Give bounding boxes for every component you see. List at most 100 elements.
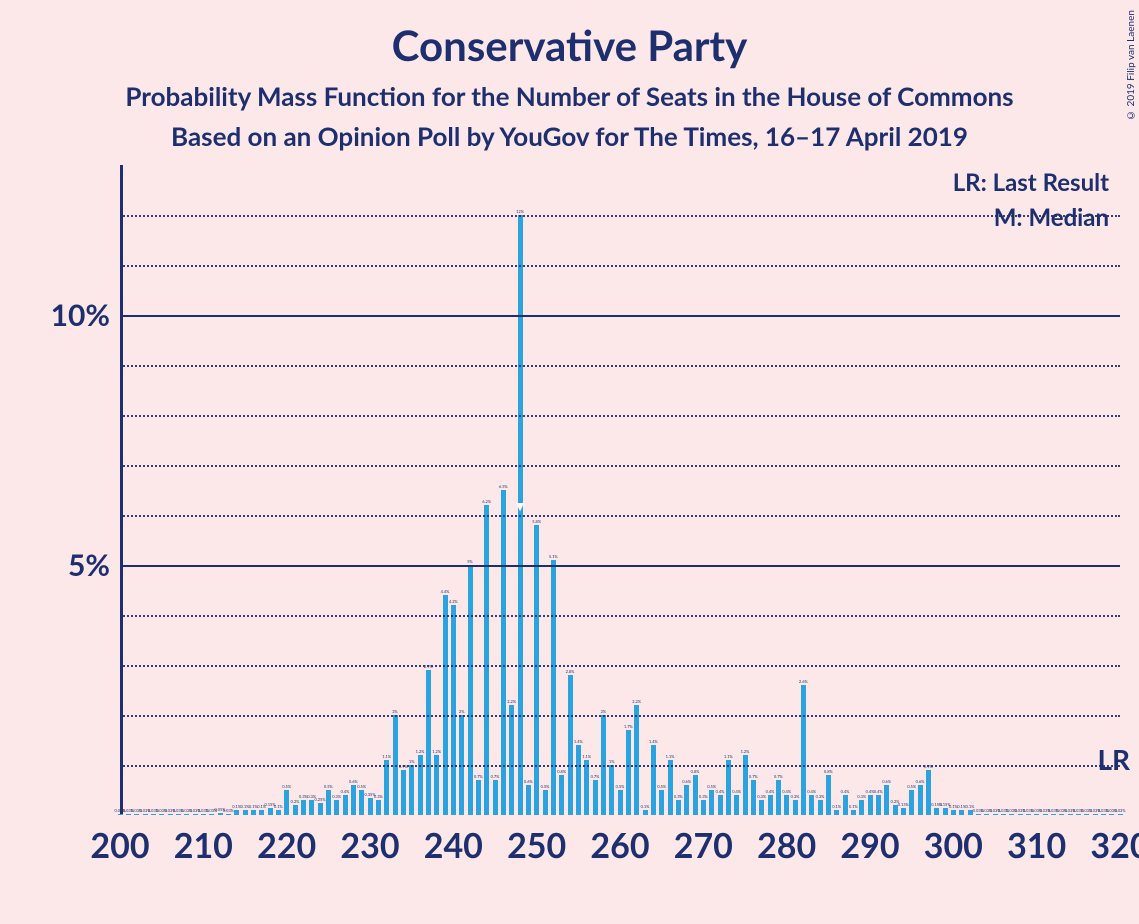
bar-value-label: 0.15% xyxy=(898,802,909,807)
last-result-marker: LR xyxy=(1097,742,1130,776)
bar-value-label: 0.25% xyxy=(314,797,325,802)
bar xyxy=(201,814,206,815)
bar-value-label: 5% xyxy=(467,559,473,564)
bar xyxy=(984,814,989,815)
bar xyxy=(784,795,789,815)
bar xyxy=(668,760,673,815)
bar xyxy=(743,755,748,815)
bar xyxy=(326,790,331,815)
bar-value-label: 0.1% xyxy=(641,804,650,809)
bar xyxy=(1001,814,1006,815)
bar xyxy=(1034,814,1039,815)
bar xyxy=(276,810,281,815)
bar xyxy=(776,780,781,815)
bar xyxy=(918,785,923,815)
bar xyxy=(651,745,656,815)
bar xyxy=(1051,814,1056,815)
bar-value-label: 0.5% xyxy=(357,784,366,789)
bar xyxy=(1018,814,1023,815)
bar xyxy=(684,785,689,815)
bar xyxy=(876,795,881,815)
bar xyxy=(809,795,814,815)
bar xyxy=(468,565,473,815)
gridline-minor xyxy=(120,365,1120,367)
bar xyxy=(609,765,614,815)
chart-subtitle-2: Based on an Opinion Poll by YouGov for T… xyxy=(0,120,1139,152)
bar xyxy=(293,805,298,815)
bar xyxy=(1101,814,1106,815)
bar-value-label: 1.4% xyxy=(574,739,583,744)
bar xyxy=(534,525,539,815)
bar xyxy=(318,803,323,816)
bar-value-label: 1.1% xyxy=(382,754,391,759)
copyright-text: © 2019 Filip van Laenen xyxy=(1125,10,1137,121)
gridline-minor xyxy=(120,715,1120,717)
bar xyxy=(701,800,706,815)
bar xyxy=(709,790,714,815)
bar xyxy=(1026,814,1031,815)
bar xyxy=(901,808,906,816)
y-axis-label: 5% xyxy=(68,547,110,583)
bar xyxy=(751,780,756,815)
bar-value-label: 2.8% xyxy=(566,669,575,674)
bar xyxy=(493,780,498,815)
bar xyxy=(1084,814,1089,815)
bar-value-label: 0.4% xyxy=(716,789,725,794)
x-axis-label: 260 xyxy=(590,825,649,866)
bar xyxy=(118,814,123,815)
y-axis-label: 10% xyxy=(51,297,110,333)
x-axis-label: 250 xyxy=(507,825,566,866)
bar-value-label: 1.7% xyxy=(624,724,633,729)
bar-value-label: 1% xyxy=(609,759,615,764)
bar xyxy=(426,670,431,815)
bar-value-label: 0.2% xyxy=(291,799,300,804)
chart-title: Conservative Party xyxy=(0,20,1139,70)
bar xyxy=(1009,814,1014,815)
gridline-minor xyxy=(120,465,1120,467)
chart-subtitle-1: Probability Mass Function for the Number… xyxy=(0,80,1139,112)
bar-value-label: 0.8% xyxy=(824,769,833,774)
bar xyxy=(284,790,289,815)
bar xyxy=(676,800,681,815)
bar-value-label: 4.2% xyxy=(449,599,458,604)
x-axis-label: 210 xyxy=(174,825,233,866)
bar-value-label: 5.8% xyxy=(532,519,541,524)
bars-container: 0.03%0.03%0.03%0.03%0.03%0.03%0.03%0.03%… xyxy=(120,165,1120,815)
bar-value-label: 0.03% xyxy=(1114,808,1125,813)
bar-value-label: 2.2% xyxy=(507,699,516,704)
bar xyxy=(826,775,831,815)
bar-value-label: 0.1% xyxy=(274,804,283,809)
x-axis-label: 280 xyxy=(757,825,816,866)
bar xyxy=(851,810,856,815)
bar xyxy=(543,790,548,815)
bar xyxy=(484,505,489,815)
bar-value-label: 0.4% xyxy=(874,789,883,794)
bar-value-label: 1.2% xyxy=(416,749,425,754)
bar xyxy=(418,755,423,815)
bar-value-label: 0.3% xyxy=(674,794,683,799)
bar-value-label: 1.2% xyxy=(741,749,750,754)
bar-value-label: 1.4% xyxy=(649,739,658,744)
bar xyxy=(134,814,139,815)
x-axis-label: 320 xyxy=(1090,825,1139,866)
bar xyxy=(818,800,823,815)
bar-value-label: 0.5% xyxy=(282,784,291,789)
bar-value-label: 0.4% xyxy=(732,789,741,794)
x-axis-label: 200 xyxy=(90,825,149,866)
bar xyxy=(334,800,339,815)
bar-value-label: 12% xyxy=(516,209,524,214)
bar-value-label: 4.4% xyxy=(441,589,450,594)
bar xyxy=(951,810,956,815)
bar-value-label: 0.5% xyxy=(657,784,666,789)
bar-value-label: 6.5% xyxy=(499,484,508,489)
bar xyxy=(259,810,264,815)
bar-value-label: 2.6% xyxy=(799,679,808,684)
bar-value-label: 5.1% xyxy=(549,554,558,559)
bar xyxy=(1059,814,1064,815)
bar xyxy=(884,785,889,815)
bar xyxy=(176,814,181,815)
bar-value-label: 0.6% xyxy=(524,779,533,784)
bar-value-label: 0.1% xyxy=(832,804,841,809)
x-axis-ticks: 200210220230240250260270280290300310320 xyxy=(120,825,1120,885)
bar xyxy=(268,808,273,816)
